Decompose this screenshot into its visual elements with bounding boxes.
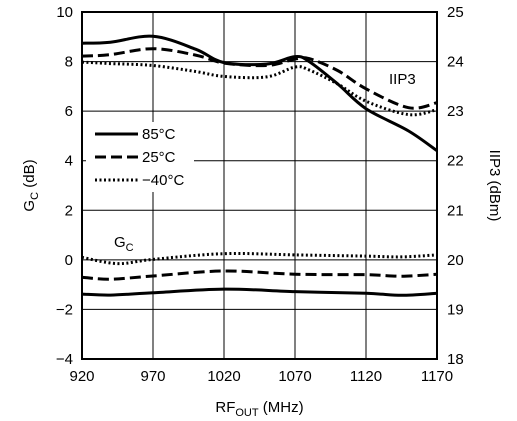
y-right-tick-label: 22 — [447, 153, 464, 170]
iip3-curve-label: IIP3 — [389, 71, 416, 88]
iip3-series-solid — [81, 34, 438, 153]
y-axis-left-title: GC (dB) — [21, 159, 41, 211]
gc-series-dotted — [81, 251, 438, 266]
tick-labels: 920 970 1020 1070 1120 1170−4−202468101819202… — [56, 4, 464, 385]
legend-label-85c: 85°C — [142, 126, 176, 143]
y-left-tick-label: −4 — [56, 351, 73, 368]
gc-series-solid — [81, 287, 438, 297]
y-right-tick-label: 20 — [447, 252, 464, 269]
legend-label-25c: 25°C — [142, 149, 176, 166]
plot-frame — [81, 11, 438, 360]
x-tick-label: 920 — [69, 368, 94, 385]
gc-series-dashed — [81, 269, 438, 281]
x-tick-label: 1120 — [350, 368, 382, 385]
y-axis-right-title: IIP3 (dBm) — [486, 150, 503, 222]
y-left-tick-label: 10 — [56, 4, 73, 21]
y-left-tick-label: 0 — [65, 252, 73, 269]
y-left-tick-label: 2 — [65, 202, 73, 219]
x-tick-label: 1170 — [421, 368, 453, 385]
x-tick-label: 970 — [140, 368, 165, 385]
iip3-series-dotted — [81, 60, 438, 117]
x-axis-title: RFOUT (MHz) — [215, 399, 303, 419]
y-right-tick-label: 18 — [447, 351, 464, 368]
y-left-tick-label: 4 — [65, 153, 73, 170]
y-right-tick-label: 25 — [447, 4, 464, 21]
y-right-tick-label: 21 — [447, 202, 464, 219]
y-left-tick-label: 6 — [65, 103, 73, 120]
legend-label-minus40c: −40°C — [142, 172, 184, 189]
gc-curve-label: GC — [114, 234, 134, 254]
legend: 85°C 25°C −40°C — [86, 122, 194, 192]
y-right-tick-label: 19 — [447, 301, 464, 318]
y-left-tick-label: 8 — [65, 54, 73, 71]
y-right-tick-label: 23 — [447, 103, 464, 120]
x-tick-label: 1020 — [207, 368, 240, 385]
y-left-tick-label: −2 — [56, 301, 73, 318]
series-lines — [81, 34, 438, 297]
iip3-series-dashed — [81, 47, 438, 110]
y-right-tick-label: 24 — [447, 54, 464, 71]
x-tick-label: 1070 — [278, 368, 311, 385]
